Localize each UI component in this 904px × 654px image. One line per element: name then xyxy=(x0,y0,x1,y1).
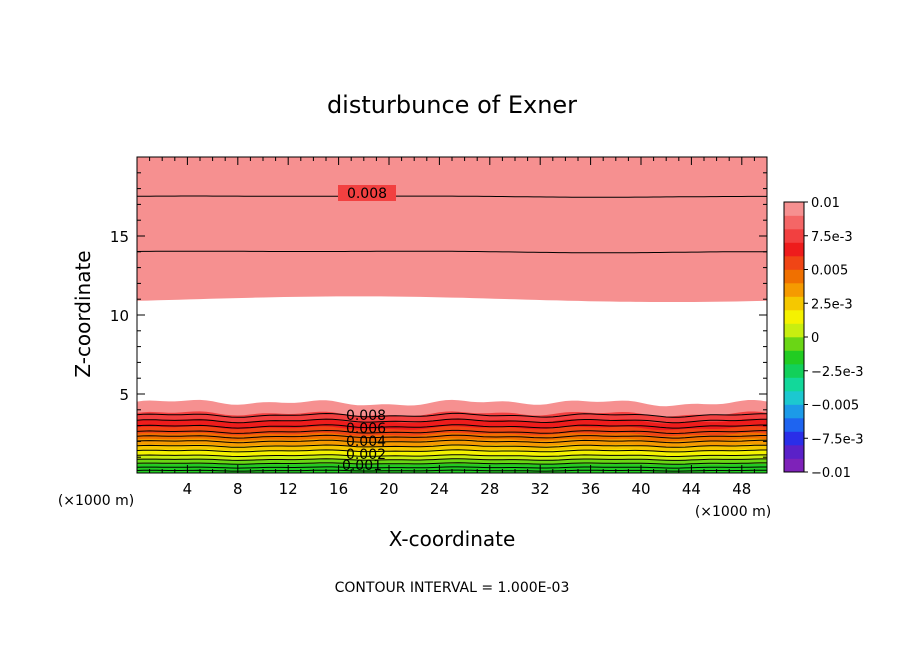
contour-label: 0.008 xyxy=(347,186,387,202)
colorbar-segment xyxy=(784,229,804,243)
x-tick-label: 20 xyxy=(379,480,398,498)
x-tick-label: 28 xyxy=(480,480,499,498)
contour-line xyxy=(137,454,767,457)
x-tick-label: 48 xyxy=(732,480,751,498)
contour-interval-note: CONTOUR INTERVAL = 1.000E-03 xyxy=(335,580,570,596)
colorbar-segment xyxy=(784,418,804,432)
colorbar-segment xyxy=(784,458,804,473)
colorbar-label: 2.5e-3 xyxy=(811,297,853,312)
contour-label: 0.001 xyxy=(342,458,382,474)
contour-line xyxy=(137,466,767,469)
contour-line xyxy=(137,429,767,435)
contour-labels: 0.008 0.008 0.006 0.004 0.002 0.001 xyxy=(338,185,396,474)
contour-label: 0.006 xyxy=(346,421,386,437)
x-tick-label: 16 xyxy=(329,480,348,498)
colorbar-segment xyxy=(784,404,804,419)
colorbar-segment xyxy=(784,283,804,297)
contour-line xyxy=(137,250,767,254)
colorbar-segment xyxy=(784,350,804,365)
contour-fill xyxy=(137,157,767,473)
colorbar-segment xyxy=(784,445,804,459)
contour-line xyxy=(137,195,767,198)
contour-label: 0.004 xyxy=(346,434,386,450)
x-tick-label: 32 xyxy=(531,480,550,498)
y-axis-label: Z-coordinate xyxy=(71,250,95,377)
axis-ticks xyxy=(137,157,767,473)
contour-line xyxy=(137,418,767,424)
contour-label: 0.008 xyxy=(346,408,386,424)
colorbar-segment xyxy=(784,256,804,270)
lower-bands xyxy=(137,399,767,473)
colorbar-segment xyxy=(784,242,804,257)
colorbar-segment xyxy=(784,269,804,284)
contour-line xyxy=(137,434,767,439)
colorbar-label: 0.01 xyxy=(811,196,840,211)
x-axis-label: X-coordinate xyxy=(389,527,516,551)
y-tick-label: 5 xyxy=(119,386,129,404)
upper-bands xyxy=(137,157,767,302)
colorbar-segment xyxy=(784,377,804,392)
colorbar-label: 0 xyxy=(811,331,819,346)
contour-label: 0.002 xyxy=(346,447,386,463)
colorbar-label: −2.5e-3 xyxy=(811,365,864,380)
colorbar-segment xyxy=(784,323,804,338)
colorbar-segment xyxy=(784,215,804,230)
x-tick-label: 24 xyxy=(430,480,449,498)
colorbar-segment xyxy=(784,310,804,324)
y-tick-labels: 5 10 15 xyxy=(110,228,129,404)
colorbar-segment xyxy=(784,337,804,351)
colorbar-segment xyxy=(784,364,804,378)
x-tick-label: 12 xyxy=(279,480,298,498)
contour-line xyxy=(137,449,767,453)
chart-title: disturbunce of Exner xyxy=(327,91,577,119)
colorbar xyxy=(784,202,804,473)
colorbar-segment xyxy=(784,391,804,405)
y-tick-label: 15 xyxy=(110,228,129,246)
x-tick-label: 44 xyxy=(682,480,701,498)
contour-band xyxy=(137,157,767,302)
colorbar-label: −7.5e-3 xyxy=(811,432,864,447)
y-tick-label: 10 xyxy=(110,307,129,325)
colorbar-label: 0.005 xyxy=(811,264,848,279)
contour-line xyxy=(137,462,767,465)
x-unit-label-right: (×1000 m) xyxy=(695,504,771,520)
colorbar-label: −0.01 xyxy=(811,466,851,481)
contour-line xyxy=(137,412,767,418)
contour-line xyxy=(137,424,767,429)
colorbar-label: 7.5e-3 xyxy=(811,230,853,245)
x-unit-label-left: (×1000 m) xyxy=(58,493,134,509)
contour-line xyxy=(137,444,767,448)
colorbar-segment xyxy=(784,431,804,446)
colorbar-segment xyxy=(784,296,804,311)
contour-line xyxy=(137,439,767,444)
colorbar-segment xyxy=(784,202,804,216)
colorbar-label: −0.005 xyxy=(811,399,859,414)
x-tick-label: 36 xyxy=(581,480,600,498)
x-tick-label: 40 xyxy=(631,480,650,498)
x-tick-label: 4 xyxy=(183,480,193,498)
contour-label-bg xyxy=(338,185,396,201)
colorbar-labels: 0.01 7.5e-3 0.005 2.5e-3 0 −2.5e-3 −0.005 −7.5e… xyxy=(804,196,864,481)
contour-line xyxy=(137,458,767,461)
x-tick-label: 8 xyxy=(233,480,243,498)
x-tick-labels: 4 8 12 16 20 24 28 32 36 40 44 48 xyxy=(183,480,752,498)
